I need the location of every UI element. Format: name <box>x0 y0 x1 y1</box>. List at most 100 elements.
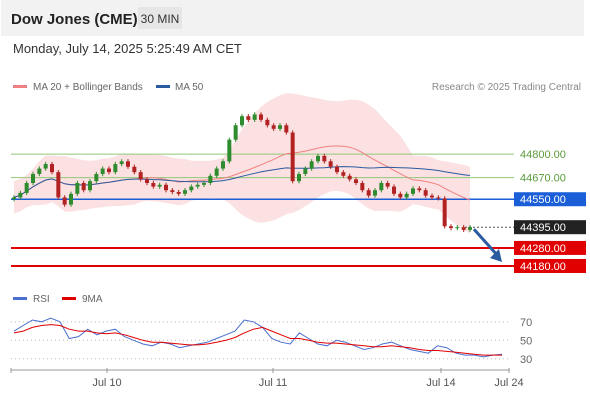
candle <box>430 193 434 200</box>
rsi-tick-label: 70 <box>520 317 532 329</box>
credit-text: Research © 2025 Trading Central <box>432 82 581 93</box>
rsi-panel: 70 50 30 <box>11 317 532 366</box>
timestamp: Monday, July 14, 2025 5:25:49 AM CET <box>13 41 242 56</box>
candle <box>246 114 251 123</box>
rsi-legend: RSI 9MA <box>13 294 103 305</box>
candle <box>404 191 409 200</box>
candle <box>69 191 73 207</box>
candle <box>50 161 54 175</box>
level-label-support: 44280.00 <box>520 243 566 255</box>
candle <box>94 171 99 184</box>
candle <box>442 196 447 229</box>
candle <box>341 170 346 178</box>
level-lines <box>11 153 514 267</box>
candle <box>81 180 86 193</box>
level-label-pivot: 44550.00 <box>520 194 566 206</box>
legend-swatch-9ma <box>62 297 76 300</box>
level-badge-last <box>514 220 586 235</box>
level-labels: 44800.00 44670.00 44550.00 44395.00 44280.00… <box>514 149 586 273</box>
candle <box>24 180 29 196</box>
candle <box>189 184 194 193</box>
candle <box>56 170 61 200</box>
candle <box>373 188 377 198</box>
legend-label-9ma: 9MA <box>82 294 103 305</box>
candle <box>328 159 333 169</box>
legend-label-rsi: RSI <box>33 294 50 305</box>
price-panel: 44800.00 44670.00 44550.00 44395.00 44280.00… <box>11 93 586 273</box>
candle <box>309 159 314 171</box>
candle <box>385 180 390 189</box>
candle <box>240 114 244 128</box>
candle <box>303 166 308 177</box>
level-label-last: 44395.00 <box>520 222 566 234</box>
candle <box>297 171 301 184</box>
candle <box>278 123 282 132</box>
candle <box>398 191 403 200</box>
candle <box>366 188 371 198</box>
candle <box>271 123 276 132</box>
legend-swatch-ma20 <box>13 85 27 88</box>
rsi-series-9ma <box>13 324 502 356</box>
candle <box>265 117 270 128</box>
projection-layer <box>472 228 502 262</box>
candle <box>417 186 422 193</box>
rsi-tick-label: 50 <box>520 335 532 347</box>
candle <box>208 173 213 186</box>
x-tick-label: Jul 14 <box>426 377 455 389</box>
header: Dow Jones (CME) 30 MIN Monday, July 14, … <box>1 0 584 56</box>
instrument-title: Dow Jones (CME) <box>11 11 138 28</box>
legend-label-ma50: MA 50 <box>175 82 204 93</box>
level-label-support: 44180.00 <box>520 261 566 273</box>
legend-label-ma20: MA 20 + Bollinger Bands <box>33 82 143 93</box>
candle <box>335 164 339 175</box>
candle <box>183 188 187 196</box>
candle <box>449 224 453 231</box>
candle <box>322 153 327 164</box>
candle <box>354 177 358 186</box>
candle <box>233 123 238 142</box>
main-legend: MA 20 + Bollinger Bands MA 50 Research ©… <box>13 82 581 93</box>
candle <box>214 166 219 178</box>
candle <box>75 180 80 196</box>
candle <box>455 225 460 231</box>
candle <box>138 170 143 182</box>
candle <box>468 225 472 233</box>
candle <box>170 188 175 195</box>
candle <box>259 112 263 123</box>
candle <box>423 188 428 198</box>
candle <box>119 159 124 167</box>
candle <box>18 190 23 200</box>
rsi-series-rsi <box>13 317 503 358</box>
candle <box>290 130 295 184</box>
candle <box>88 179 92 193</box>
bollinger-band-layer <box>14 93 470 234</box>
level-badge-support <box>514 258 586 273</box>
level-label-resistance: 44670.00 <box>520 173 566 185</box>
candle <box>113 161 118 175</box>
level-badge-pivot <box>514 192 586 207</box>
candle <box>12 195 16 202</box>
candle <box>195 182 200 189</box>
legend-swatch-ma50 <box>156 85 170 88</box>
candle <box>100 166 105 177</box>
level-badge-support <box>514 240 586 255</box>
candle <box>436 195 441 201</box>
candle <box>252 112 257 123</box>
candle <box>202 180 206 187</box>
timeframe-label: 30 MIN <box>141 12 180 26</box>
candle <box>43 161 48 171</box>
projection-arrow-head <box>490 248 502 262</box>
x-tick-label: Jul 10 <box>92 377 121 389</box>
legend-swatch-rsi <box>13 297 27 300</box>
candle <box>62 195 67 207</box>
candle <box>126 159 130 169</box>
projection-arrow <box>472 228 500 257</box>
candle <box>157 182 162 189</box>
candle <box>107 166 111 175</box>
x-axis: Jul 10 Jul 11 Jul 14 Jul 24 <box>10 368 524 389</box>
x-tick-label: Jul 11 <box>259 377 288 389</box>
timeframe-badge[interactable] <box>138 7 182 29</box>
candle <box>461 225 466 233</box>
candle <box>164 182 168 193</box>
